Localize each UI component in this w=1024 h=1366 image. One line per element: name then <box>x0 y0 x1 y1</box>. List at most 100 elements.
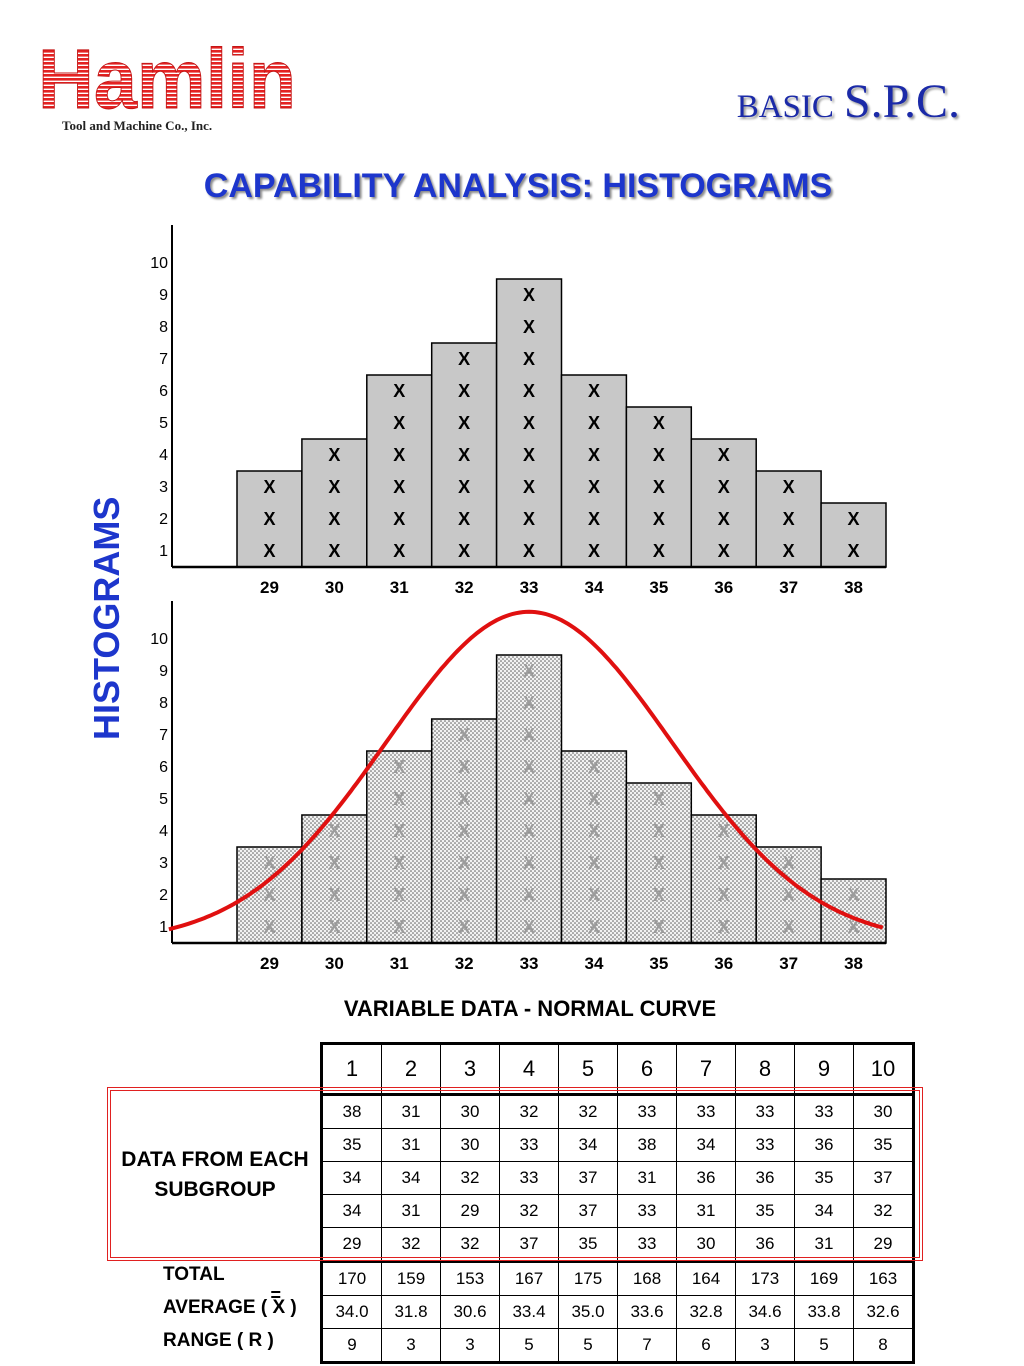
histogram-bar <box>430 718 498 944</box>
tally-mark: X <box>653 853 665 873</box>
table-cell: 167 <box>499 1260 559 1296</box>
table-cell: 175 <box>558 1260 618 1296</box>
tally-mark: X <box>653 821 665 841</box>
tally-mark: X <box>263 477 275 497</box>
tally-mark: X <box>458 725 470 745</box>
tally-mark: X <box>458 541 470 561</box>
tally-mark: X <box>458 789 470 809</box>
page-title: CAPABILITY ANALYSIS: HISTOGRAMS <box>203 167 833 205</box>
tally-mark: X <box>588 821 600 841</box>
table-cell: 6 <box>676 1328 736 1363</box>
y-tick-label: 5 <box>159 791 168 808</box>
total-label: TOTAL <box>163 1264 225 1285</box>
tally-mark: X <box>393 509 405 529</box>
x-tick-label: 36 <box>714 578 733 597</box>
y-tick-label: 1 <box>159 919 168 936</box>
tally-mark: X <box>458 917 470 937</box>
tally-mark: X <box>718 541 730 561</box>
tally-mark: X <box>328 477 340 497</box>
x-tick-label: 30 <box>325 954 344 973</box>
table-cell: 168 <box>617 1260 677 1296</box>
tally-mark: X <box>393 445 405 465</box>
subgroup-label-line2: SUBGROUP <box>154 1178 276 1201</box>
tally-mark: X <box>523 541 535 561</box>
table-cell: 36 <box>794 1128 854 1162</box>
table-cell: 33 <box>794 1094 854 1129</box>
basic-label: BASIC <box>736 89 834 125</box>
tally-mark: X <box>393 821 405 841</box>
subgroup-label: DATA FROM EACH SUBGROUP <box>110 1145 320 1205</box>
tally-mark: X <box>523 725 535 745</box>
table-cell: 159 <box>381 1260 441 1296</box>
table-cell: 30 <box>440 1128 500 1162</box>
tally-mark: X <box>783 509 795 529</box>
average-label-prefix: AVERAGE ( <box>163 1297 268 1318</box>
tally-mark: X <box>393 853 405 873</box>
table-cell: 33.4 <box>499 1295 559 1329</box>
tally-mark: X <box>523 789 535 809</box>
tally-mark: X <box>653 413 665 433</box>
tally-mark: X <box>393 789 405 809</box>
tally-mark: X <box>588 757 600 777</box>
y-tick-label: 6 <box>159 383 168 400</box>
tally-mark: X <box>263 853 275 873</box>
x-tick-label: 35 <box>649 578 668 597</box>
y-tick-label: 6 <box>159 759 168 776</box>
table-row: 35 31 30 33 34 38 34 33 36 35 <box>321 1128 914 1162</box>
tally-mark: X <box>588 541 600 561</box>
table-cell: 31 <box>381 1128 441 1162</box>
tally-mark: X <box>458 885 470 905</box>
table-cell: 33.6 <box>617 1295 677 1329</box>
tally-mark: X <box>393 885 405 905</box>
tally-mark: X <box>393 541 405 561</box>
tally-mark: X <box>783 477 795 497</box>
table-cell: 5 <box>558 1328 618 1363</box>
y-tick-label: 10 <box>150 631 168 648</box>
chart-caption: VARIABLE DATA - NORMAL CURVE <box>343 996 717 1021</box>
table-cell: 3 <box>440 1328 500 1363</box>
subgroup-data-table: 1 2 3 4 5 6 7 8 9 10 38 31 30 32 32 33 33 33 33 30 35 31 30 33… <box>320 1042 915 1364</box>
x-tick-label: 34 <box>584 578 603 597</box>
y-tick-label: 1 <box>159 543 168 560</box>
table-cell: 32 <box>381 1227 441 1262</box>
table-cell: 34 <box>381 1161 441 1195</box>
y-tick-label: 7 <box>159 351 168 368</box>
table-cell: 29 <box>853 1227 914 1262</box>
tally-mark: X <box>263 885 275 905</box>
tally-mark: X <box>458 853 470 873</box>
average-label-var: X <box>272 1297 286 1318</box>
table-cell: 3 <box>381 1328 441 1363</box>
tally-mark: X <box>263 917 275 937</box>
tally-mark: X <box>523 853 535 873</box>
tally-mark: X <box>588 509 600 529</box>
x-tick-label: 33 <box>520 578 539 597</box>
tally-mark: X <box>458 413 470 433</box>
logo-wordmark: Hamlin <box>38 42 296 118</box>
tally-mark: X <box>718 477 730 497</box>
table-cell: 170 <box>321 1260 382 1296</box>
tally-mark: X <box>588 853 600 873</box>
subgroup-label-line1: DATA FROM EACH <box>121 1148 309 1171</box>
x-tick-label: 33 <box>520 954 539 973</box>
tally-mark: X <box>653 917 665 937</box>
table-cell: 31 <box>381 1194 441 1228</box>
tally-mark: X <box>783 885 795 905</box>
y-tick-label: 8 <box>159 319 168 336</box>
tally-mark: X <box>328 821 340 841</box>
tally-mark: X <box>458 381 470 401</box>
average-row: 34.0 31.8 30.6 33.4 35.0 33.6 32.8 34.6 33.8 32.6 <box>321 1295 914 1329</box>
tally-mark: X <box>653 885 665 905</box>
tally-mark: X <box>458 757 470 777</box>
histogram-bar <box>560 750 628 944</box>
x-tick-label: 29 <box>260 578 279 597</box>
tally-mark: X <box>328 509 340 529</box>
tally-mark: X <box>848 917 860 937</box>
average-label-suffix: ) <box>290 1297 297 1318</box>
tally-mark: X <box>653 789 665 809</box>
tally-mark: X <box>718 821 730 841</box>
tally-mark: X <box>783 917 795 937</box>
table-cell: 30 <box>440 1094 500 1129</box>
tally-mark: X <box>458 445 470 465</box>
